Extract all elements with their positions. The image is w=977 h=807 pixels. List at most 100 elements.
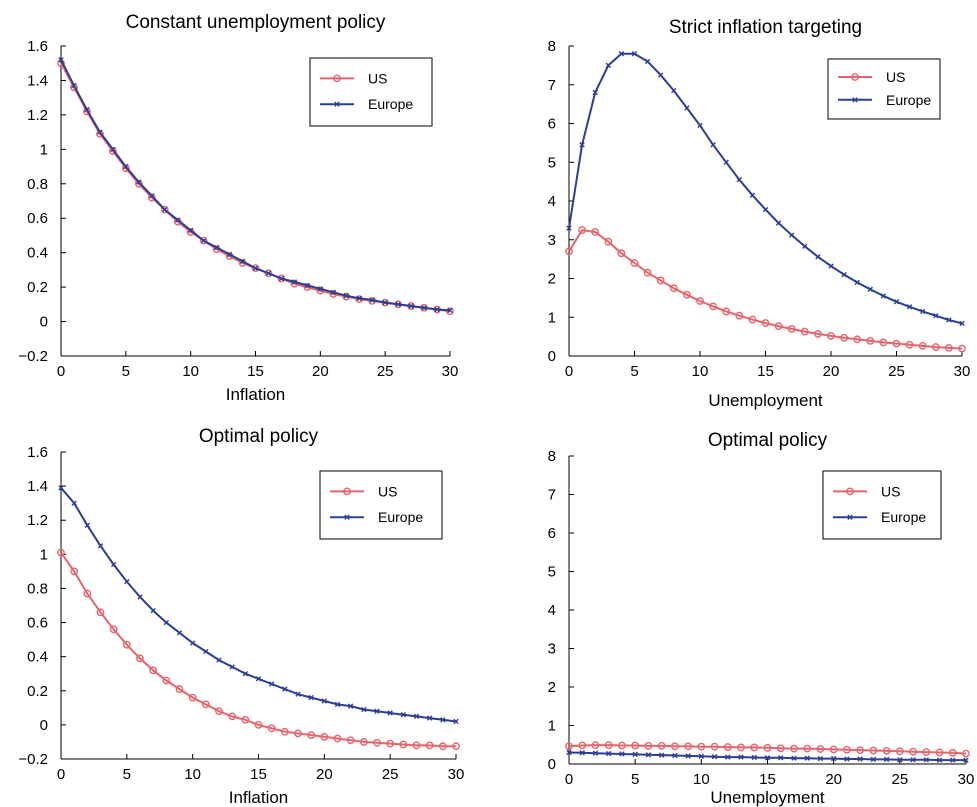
data-point-us: [346, 736, 355, 745]
data-point-europe: [923, 757, 929, 763]
data-point-europe: [883, 756, 890, 763]
data-point-europe: [295, 691, 301, 697]
chart-panel-1: Constant unemployment policy −0.2 0 0.2 0.4 0…: [18, 12, 458, 404]
data-point-us: [228, 712, 237, 721]
data-point-europe: [592, 89, 598, 96]
data-point-us: [763, 743, 772, 752]
data-point-europe: [213, 244, 220, 251]
data-point-us: [565, 742, 573, 751]
data-point-europe: [828, 263, 834, 269]
data-point-us: [631, 741, 640, 750]
data-point-europe: [566, 225, 572, 231]
legend-marker-europe: [852, 97, 858, 103]
data-point-us: [591, 741, 600, 750]
y-tick-label: 1.4: [27, 72, 48, 89]
y-tick-label: 6: [548, 525, 556, 542]
data-point-europe: [361, 706, 367, 713]
data-point-europe: [830, 755, 837, 762]
data-point-us: [656, 276, 665, 285]
data-point-europe: [369, 297, 375, 303]
data-point-europe: [226, 251, 233, 258]
x-tick-label: 25: [377, 363, 394, 380]
x-tick-label: 30: [442, 363, 459, 380]
data-point-us: [565, 247, 573, 256]
data-point-europe: [950, 757, 956, 763]
data-point-us: [446, 307, 454, 316]
y-tick-label: 0: [548, 756, 556, 773]
data-point-us: [696, 297, 704, 305]
y-tick-label: 7: [548, 77, 556, 94]
data-point-us: [359, 738, 368, 746]
data-point-us: [935, 748, 944, 757]
data-point-europe: [97, 129, 103, 135]
data-point-us: [280, 727, 289, 736]
data-point-europe: [698, 753, 705, 759]
legend-marker-us: [851, 73, 859, 81]
data-point-us: [737, 743, 745, 752]
data-point-europe: [725, 754, 731, 760]
data-point-europe: [778, 755, 784, 761]
x-tick-label: 25: [382, 766, 399, 783]
y-tick-label: 8: [548, 38, 556, 55]
data-point-us: [617, 249, 626, 258]
x-tick-label: 25: [888, 363, 905, 380]
data-point-europe: [124, 578, 130, 585]
data-point-us: [70, 567, 79, 576]
y-tick-label: 0: [40, 717, 48, 734]
data-point-europe: [84, 522, 91, 529]
data-point-us: [669, 284, 678, 293]
legend-label-europe: Europe: [378, 509, 423, 525]
chart-title: Optimal policy: [708, 430, 828, 451]
y-tick-label: 1.2: [27, 512, 48, 529]
y-tick-label: 0.2: [27, 683, 48, 700]
data-point-us: [761, 319, 770, 327]
data-point-europe: [203, 648, 209, 655]
data-point-europe: [387, 710, 393, 716]
data-point-europe: [163, 619, 170, 626]
data-point-europe: [867, 286, 873, 293]
data-point-europe: [618, 51, 625, 57]
data-point-us: [386, 739, 395, 748]
y-tick-label: 0: [548, 348, 556, 365]
data-point-us: [333, 734, 342, 743]
data-point-us: [373, 738, 381, 747]
data-point-europe: [804, 755, 810, 761]
data-point-us: [918, 342, 927, 350]
x-axis-label: Unemployment: [708, 391, 823, 410]
y-tick-label: 3: [548, 641, 556, 658]
data-point-europe: [395, 301, 401, 308]
data-point-us: [922, 748, 931, 756]
y-tick-label: 1: [548, 718, 556, 735]
data-point-us: [710, 742, 719, 751]
data-point-us: [643, 268, 652, 277]
data-point-europe: [426, 715, 433, 721]
data-point-europe: [710, 142, 716, 148]
y-tick-label: 5: [548, 154, 556, 171]
x-tick-label: 0: [565, 363, 573, 380]
data-point-europe: [946, 317, 952, 323]
data-point-europe: [400, 711, 407, 718]
data-point-europe: [291, 279, 298, 285]
data-point-europe: [200, 237, 207, 244]
data-point-europe: [84, 107, 90, 113]
data-point-us: [670, 742, 679, 751]
data-point-us: [827, 331, 835, 340]
legend-marker-europe: [344, 514, 350, 520]
data-point-europe: [658, 72, 664, 78]
data-point-us: [879, 338, 888, 347]
data-point-us: [578, 226, 586, 234]
legend-marker-europe: [847, 514, 853, 520]
data-point-europe: [278, 275, 285, 282]
y-tick-label: 1.2: [27, 107, 48, 124]
x-tick-label: 25: [891, 771, 908, 788]
chart-panel-2: Strict inflation targeting 0 1 2 3 4 5 6 7 8 0 5 10 1…: [548, 17, 971, 410]
chart-title: Optimal policy: [199, 426, 319, 447]
data-point-us: [149, 666, 158, 675]
legend-label-europe: Europe: [886, 92, 931, 108]
data-point-us: [307, 731, 316, 740]
data-point-europe: [343, 293, 349, 299]
y-tick-label: 1.6: [27, 444, 48, 461]
data-point-europe: [255, 676, 262, 682]
y-tick-label: −0.2: [18, 348, 48, 365]
x-tick-label: 20: [823, 363, 840, 380]
